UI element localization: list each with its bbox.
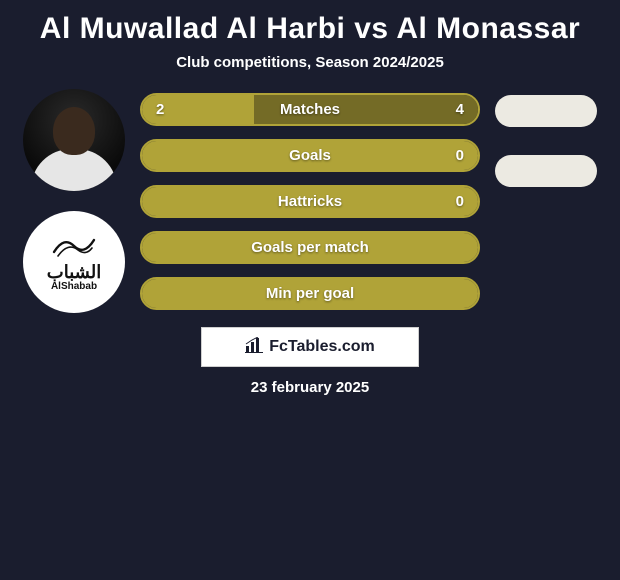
- bars-column: 2 4 Matches 0 Goals 0 Hattricks Goals per match…: [134, 89, 486, 310]
- club-logo: الشباب AlShabab: [23, 211, 125, 313]
- date-text: 23 february 2025: [251, 379, 369, 396]
- bar-label: Hattricks: [278, 193, 342, 210]
- stat-bar: Goals per match: [140, 231, 480, 264]
- brand-box[interactable]: FcTables.com: [201, 327, 419, 367]
- bar-chart-icon: [245, 337, 263, 358]
- stat-bar: 2 4 Matches: [140, 93, 480, 126]
- bar-value-right: 4: [456, 101, 464, 118]
- page-title: Al Muwallad Al Harbi vs Al Monassar: [8, 12, 612, 46]
- bar-label: Goals: [289, 147, 331, 164]
- club-name-arabic: الشباب: [47, 263, 101, 281]
- bar-label: Matches: [280, 101, 340, 118]
- main-row: الشباب AlShabab 2 4 Matches 0 Goals 0 Hattrick…: [8, 89, 612, 313]
- bar-value-right: 0: [456, 147, 464, 164]
- page-subtitle: Club competitions, Season 2024/2025: [8, 54, 612, 71]
- bar-value-right: 0: [456, 193, 464, 210]
- bar-value-left: 2: [156, 101, 164, 118]
- placeholder-pill: [495, 95, 597, 127]
- footer: FcTables.com 23 february 2025: [8, 327, 612, 396]
- club-crest-icon: [52, 232, 96, 258]
- comparison-infographic: Al Muwallad Al Harbi vs Al Monassar Club…: [0, 0, 620, 408]
- bar-label: Goals per match: [251, 239, 369, 256]
- bar-label: Min per goal: [266, 285, 354, 302]
- placeholder-pill: [495, 155, 597, 187]
- stat-bar: Min per goal: [140, 277, 480, 310]
- stat-bar: 0 Hattricks: [140, 185, 480, 218]
- club-name-latin: AlShabab: [47, 281, 101, 292]
- player-avatar: [23, 89, 125, 191]
- left-column: الشباب AlShabab: [14, 89, 134, 313]
- club-logo-inner: الشباب AlShabab: [47, 232, 101, 292]
- right-column: [486, 89, 606, 187]
- brand-text: FcTables.com: [269, 338, 375, 356]
- stat-bar: 0 Goals: [140, 139, 480, 172]
